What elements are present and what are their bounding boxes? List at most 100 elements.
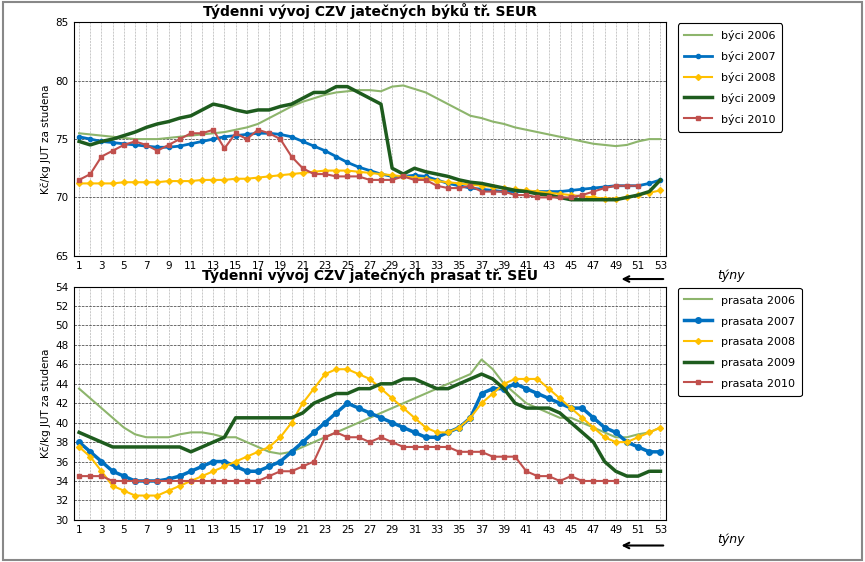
býci 2006 <box>656 135 666 142</box>
býci 2009 <box>566 196 576 203</box>
prasata 2010 <box>543 473 554 479</box>
prasata 2010 <box>286 468 297 475</box>
Y-axis label: Kč/kg JUT za studena: Kč/kg JUT za studena <box>41 84 51 194</box>
prasata 2010 <box>532 473 542 479</box>
býci 2009 <box>465 179 476 185</box>
býci 2008 <box>656 187 666 194</box>
prasata 2010 <box>219 478 229 484</box>
Text: týny: týny <box>717 533 745 546</box>
prasata 2010 <box>365 439 375 446</box>
Line: býci 2007: býci 2007 <box>77 131 663 194</box>
býci 2009 <box>420 169 431 175</box>
prasata 2010 <box>488 454 498 460</box>
prasata 2008 <box>241 454 252 460</box>
býci 2007 <box>656 176 666 183</box>
prasata 2006 <box>656 424 666 431</box>
prasata 2010 <box>354 434 364 441</box>
Line: prasata 2007: prasata 2007 <box>76 381 663 484</box>
býci 2010 <box>197 130 208 137</box>
prasata 2008 <box>465 414 476 421</box>
prasata 2010 <box>521 468 531 475</box>
Line: býci 2008: býci 2008 <box>77 169 663 201</box>
prasata 2010 <box>208 478 219 484</box>
prasata 2006 <box>74 386 84 392</box>
býci 2008 <box>432 178 442 184</box>
prasata 2010 <box>175 478 185 484</box>
prasata 2010 <box>230 478 240 484</box>
prasata 2007 <box>656 448 666 455</box>
býci 2006 <box>465 112 476 119</box>
prasata 2008 <box>74 443 84 450</box>
býci 2008 <box>465 181 476 188</box>
prasata 2010 <box>241 478 252 484</box>
prasata 2006 <box>543 410 554 416</box>
býci 2008 <box>599 195 610 202</box>
prasata 2009 <box>409 375 420 382</box>
Line: býci 2010: býci 2010 <box>77 128 640 200</box>
prasata 2010 <box>387 439 397 446</box>
prasata 2010 <box>141 478 151 484</box>
býci 2007 <box>230 132 240 139</box>
prasata 2010 <box>253 478 263 484</box>
prasata 2006 <box>275 450 285 457</box>
prasata 2010 <box>85 473 95 479</box>
býci 2006 <box>420 89 431 96</box>
prasata 2010 <box>611 478 621 484</box>
prasata 2007 <box>420 434 431 441</box>
prasata 2010 <box>375 434 386 441</box>
prasata 2010 <box>309 458 319 465</box>
prasata 2009 <box>622 473 632 479</box>
býci 2008 <box>532 188 542 195</box>
býci 2008 <box>74 180 84 187</box>
prasata 2006 <box>454 375 465 382</box>
prasata 2010 <box>566 473 576 479</box>
prasata 2006 <box>420 390 431 397</box>
prasata 2010 <box>443 443 453 450</box>
prasata 2010 <box>96 473 106 479</box>
Title: Týdenni vývoj CZV jatečných býků tř. SEUR: Týdenni vývoj CZV jatečných býků tř. SEU… <box>202 3 537 19</box>
prasata 2010 <box>264 473 274 479</box>
býci 2006 <box>398 82 408 89</box>
býci 2010 <box>208 126 219 133</box>
býci 2006 <box>74 130 84 137</box>
býci 2010 <box>532 194 542 201</box>
prasata 2010 <box>331 429 342 436</box>
býci 2009 <box>331 83 342 90</box>
prasata 2008 <box>331 366 342 373</box>
býci 2010 <box>622 182 632 189</box>
prasata 2010 <box>163 478 174 484</box>
býci 2006 <box>230 126 240 133</box>
prasata 2010 <box>599 478 610 484</box>
býci 2010 <box>253 126 263 133</box>
prasata 2009 <box>454 380 465 387</box>
prasata 2009 <box>656 468 666 475</box>
prasata 2010 <box>454 448 465 455</box>
prasata 2010 <box>275 468 285 475</box>
prasata 2009 <box>477 371 487 378</box>
prasata 2007 <box>130 478 140 484</box>
Line: býci 2009: býci 2009 <box>79 87 661 200</box>
prasata 2006 <box>432 386 442 392</box>
prasata 2007 <box>454 424 465 431</box>
býci 2008 <box>320 167 330 174</box>
Line: prasata 2009: prasata 2009 <box>79 374 661 476</box>
prasata 2008 <box>543 386 554 392</box>
prasata 2008 <box>432 429 442 436</box>
býci 2006 <box>532 129 542 135</box>
Line: prasata 2008: prasata 2008 <box>77 367 663 497</box>
prasata 2010 <box>510 454 521 460</box>
býci 2010 <box>633 182 644 189</box>
býci 2010 <box>454 185 465 192</box>
prasata 2010 <box>398 443 408 450</box>
býci 2009 <box>532 191 542 197</box>
prasata 2010 <box>420 443 431 450</box>
prasata 2008 <box>130 492 140 499</box>
prasata 2006 <box>465 371 476 378</box>
prasata 2010 <box>554 478 565 484</box>
býci 2010 <box>264 130 274 137</box>
býci 2009 <box>656 176 666 183</box>
býci 2006 <box>432 95 442 102</box>
prasata 2009 <box>532 405 542 411</box>
prasata 2007 <box>241 468 252 475</box>
býci 2007 <box>499 188 509 195</box>
